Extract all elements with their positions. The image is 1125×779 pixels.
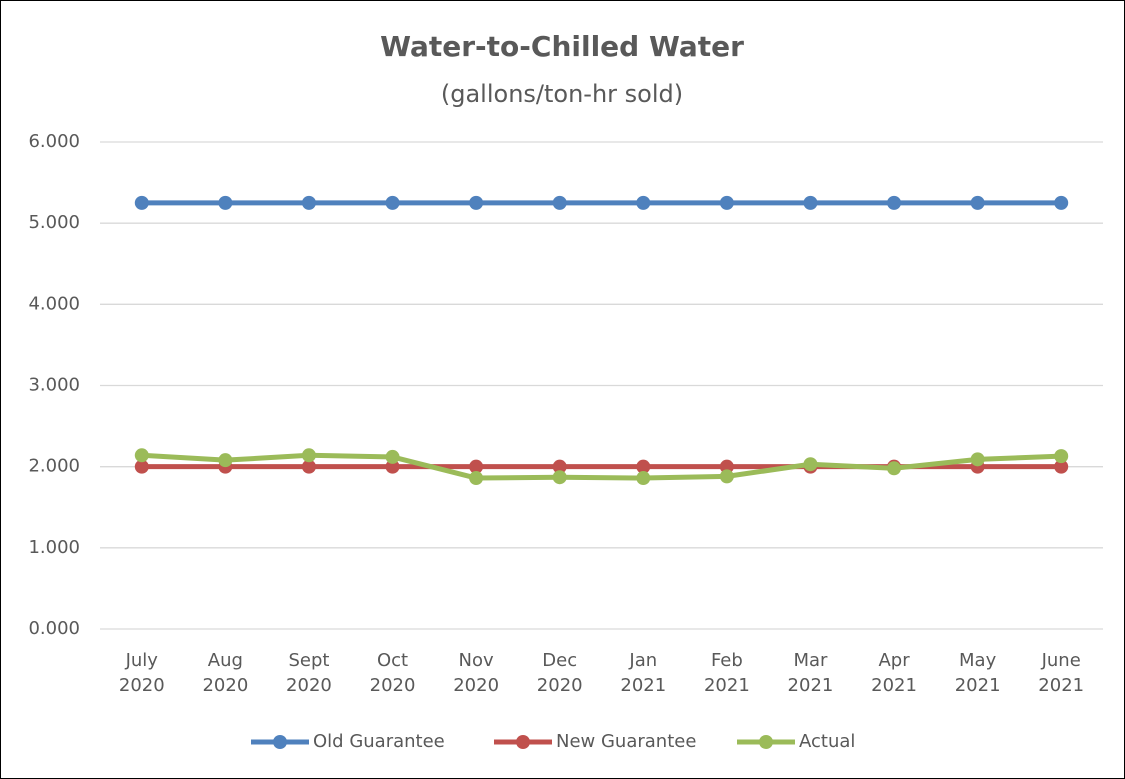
data-point: [385, 459, 400, 474]
x-tick-label: Sept 2020: [286, 650, 332, 696]
data-point: [1054, 195, 1069, 210]
data-point: [218, 453, 233, 468]
x-tick-label: June 2021: [1038, 650, 1085, 696]
x-tick-label: Jan 2021: [620, 650, 667, 696]
data-point: [636, 471, 651, 486]
y-tick-label: 3.000: [28, 375, 80, 396]
legend-label: New Guarantee: [556, 731, 696, 752]
data-point: [887, 461, 902, 476]
data-point: [469, 459, 484, 474]
data-point: [469, 471, 484, 486]
chart-title: Water-to-Chilled Water: [380, 30, 744, 63]
data-point: [636, 459, 651, 474]
x-tick-label: Mar 2021: [787, 650, 834, 696]
data-line: [141, 452, 1062, 481]
x-tick-label: Aug 2020: [202, 650, 249, 696]
data-point: [887, 195, 902, 210]
data-point: [385, 449, 400, 464]
data-point: [636, 195, 651, 210]
legend-marker: [273, 735, 287, 749]
data-point: [803, 195, 818, 210]
data-point: [719, 195, 734, 210]
data-point: [134, 195, 149, 210]
data-point: [803, 457, 818, 472]
data-point: [218, 195, 233, 210]
x-tick-label: July 2020: [118, 650, 165, 696]
data-point: [1054, 459, 1069, 474]
y-tick-label: 1.000: [28, 537, 80, 558]
legend-label: Actual: [799, 731, 855, 752]
x-tick-label: Apr 2021: [871, 650, 917, 696]
data-point: [552, 459, 567, 474]
data-point: [970, 195, 985, 210]
x-tick-label: Feb 2021: [703, 650, 750, 696]
y-tick-label: 6.000: [28, 131, 80, 152]
x-tick-label: May 2021: [954, 650, 1001, 696]
data-point: [1054, 449, 1069, 464]
data-point: [719, 459, 734, 474]
legend-label: Old Guarantee: [313, 731, 445, 752]
data-point: [134, 459, 149, 474]
data-point: [385, 195, 400, 210]
x-tick-label: Nov 2020: [453, 650, 500, 696]
x-tick-label: Oct 2020: [369, 650, 416, 696]
legend-marker: [759, 735, 773, 749]
data-point: [301, 459, 316, 474]
data-point: [719, 469, 734, 484]
data-point: [552, 470, 567, 485]
y-tick-label: 5.000: [28, 212, 80, 233]
y-tick-label: 0.000: [28, 618, 80, 639]
chart-subtitle: (gallons/ton-hr sold): [441, 80, 683, 108]
x-tick-label: Dec 2020: [536, 650, 583, 696]
legend-marker: [516, 735, 530, 749]
data-point: [134, 448, 149, 463]
data-point: [469, 195, 484, 210]
data-point: [552, 195, 567, 210]
data-point: [301, 195, 316, 210]
data-point: [301, 448, 316, 463]
y-tick-label: 4.000: [28, 293, 80, 314]
y-tick-label: 2.000: [28, 456, 80, 477]
data-point: [970, 452, 985, 467]
